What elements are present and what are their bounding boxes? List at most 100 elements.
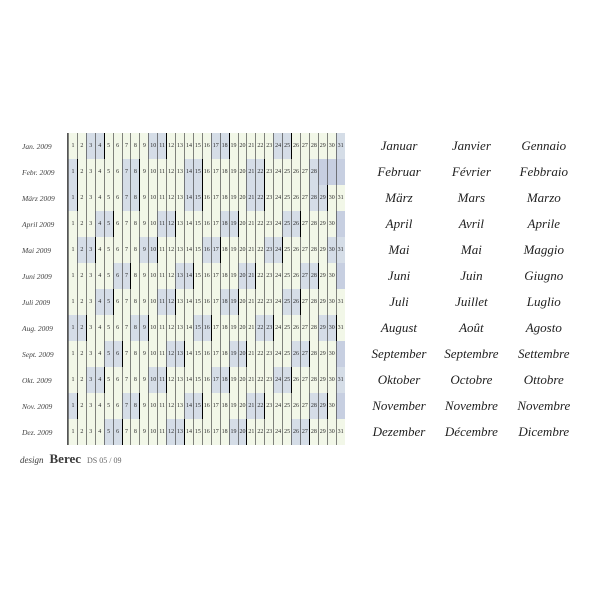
day-cell: 8 [130, 367, 139, 393]
day-cell: 26 [291, 315, 300, 341]
day-cell: 28 [309, 185, 318, 211]
day-cell: 20 [238, 419, 247, 445]
day-cell: 26 [291, 419, 300, 445]
day-cell: 24 [273, 211, 282, 237]
day-cell: 28 [309, 367, 318, 393]
day-cell: 18 [220, 133, 229, 159]
day-cell: 25 [282, 367, 291, 393]
month-name-cell: Ottobre [524, 372, 564, 388]
day-cell: 23 [264, 133, 273, 159]
day-cell: 21 [246, 133, 255, 159]
day-cell: 4 [95, 185, 104, 211]
day-cell: 10 [148, 315, 157, 341]
day-cell: 8 [130, 419, 139, 445]
day-cell: 5 [104, 237, 113, 263]
day-cell: 28 [309, 393, 318, 419]
day-cell: 13 [175, 185, 184, 211]
day-cell: 26 [291, 367, 300, 393]
day-cell: 20 [238, 159, 247, 185]
day-cell: 27 [300, 133, 309, 159]
day-cell: 29 [318, 341, 327, 367]
day-cell: 16 [202, 133, 211, 159]
day-cell: 6 [113, 263, 122, 289]
day-cell: 5 [104, 159, 113, 185]
month-name-cell: Novembre [445, 398, 498, 414]
day-cell: 14 [184, 133, 193, 159]
day-cell: 12 [166, 159, 175, 185]
day-cell: 23 [264, 159, 273, 185]
day-cell: 12 [166, 315, 175, 341]
day-cell: 24 [273, 263, 282, 289]
day-cell: 14 [184, 185, 193, 211]
day-cell: 1 [68, 133, 77, 159]
day-cell: 19 [229, 211, 238, 237]
month-name-cell: Januar [381, 138, 418, 154]
day-cell: 30 [327, 185, 336, 211]
day-cell: 19 [229, 315, 238, 341]
day-cell: 14 [184, 211, 193, 237]
day-cell: 4 [95, 211, 104, 237]
day-cell: 9 [139, 263, 148, 289]
day-cell: 15 [193, 185, 202, 211]
day-cell: 2 [77, 159, 86, 185]
day-cell: 2 [77, 289, 86, 315]
day-cell: 19 [229, 237, 238, 263]
day-cell: 10 [148, 393, 157, 419]
day-cell: 22 [255, 133, 264, 159]
day-cell: 21 [246, 185, 255, 211]
footer-brand: Berec [50, 451, 82, 467]
day-cell: 17 [211, 315, 220, 341]
day-cell: 13 [175, 315, 184, 341]
month-name-cell: Juni [388, 268, 410, 284]
day-strip: 1234567891011121314151617181920212223242… [68, 341, 345, 367]
day-strip: 1234567891011121314151617181920212223242… [68, 133, 345, 159]
page: Jan. 20091234567891011121314151617181920… [20, 133, 580, 467]
day-cell: 26 [291, 237, 300, 263]
day-cell: 4 [95, 133, 104, 159]
day-cell: 20 [238, 133, 247, 159]
day-cell: 21 [246, 211, 255, 237]
calendar-row: April 2009123456789101112131415161718192… [20, 211, 345, 237]
day-cell: 21 [246, 289, 255, 315]
day-cell: 29 [318, 289, 327, 315]
day-cell: 27 [300, 237, 309, 263]
day-cell: 24 [273, 341, 282, 367]
day-cell: 9 [139, 289, 148, 315]
day-cell: 4 [95, 237, 104, 263]
day-cell: 11 [157, 211, 166, 237]
day-cell: 30 [327, 211, 336, 237]
day-cell: 24 [273, 133, 282, 159]
footer-design: design [20, 455, 44, 465]
day-cell: 14 [184, 419, 193, 445]
day-cell: 13 [175, 263, 184, 289]
day-cell: 14 [184, 289, 193, 315]
day-cell: 26 [291, 133, 300, 159]
day-cell: 12 [166, 289, 175, 315]
day-cell: 3 [86, 237, 95, 263]
calendar-row: Sept. 2009123456789101112131415161718192… [20, 341, 345, 367]
day-cell: 4 [95, 159, 104, 185]
day-cell: 22 [255, 315, 264, 341]
day-cell: 27 [300, 211, 309, 237]
day-cell: 7 [122, 341, 131, 367]
day-cell: 29 [318, 185, 327, 211]
day-cell: 10 [148, 159, 157, 185]
day-cell: 18 [220, 367, 229, 393]
month-name-cell: Mars [458, 190, 485, 206]
day-cell: 22 [255, 185, 264, 211]
day-cell: 19 [229, 393, 238, 419]
day-cell: 28 [309, 159, 318, 185]
day-cell: 20 [238, 289, 247, 315]
calendar-row: Aug. 20091234567891011121314151617181920… [20, 315, 345, 341]
day-cell: 20 [238, 393, 247, 419]
day-cell: 12 [166, 367, 175, 393]
day-cell: 16 [202, 419, 211, 445]
day-cell: 24 [273, 419, 282, 445]
month-name-cell: Février [452, 164, 491, 180]
day-cell: 23 [264, 315, 273, 341]
calendar-row: Juli 20091234567891011121314151617181920… [20, 289, 345, 315]
day-cell: 10 [148, 237, 157, 263]
day-cell: 3 [86, 263, 95, 289]
day-cell: 3 [86, 393, 95, 419]
day-cell: 7 [122, 315, 131, 341]
